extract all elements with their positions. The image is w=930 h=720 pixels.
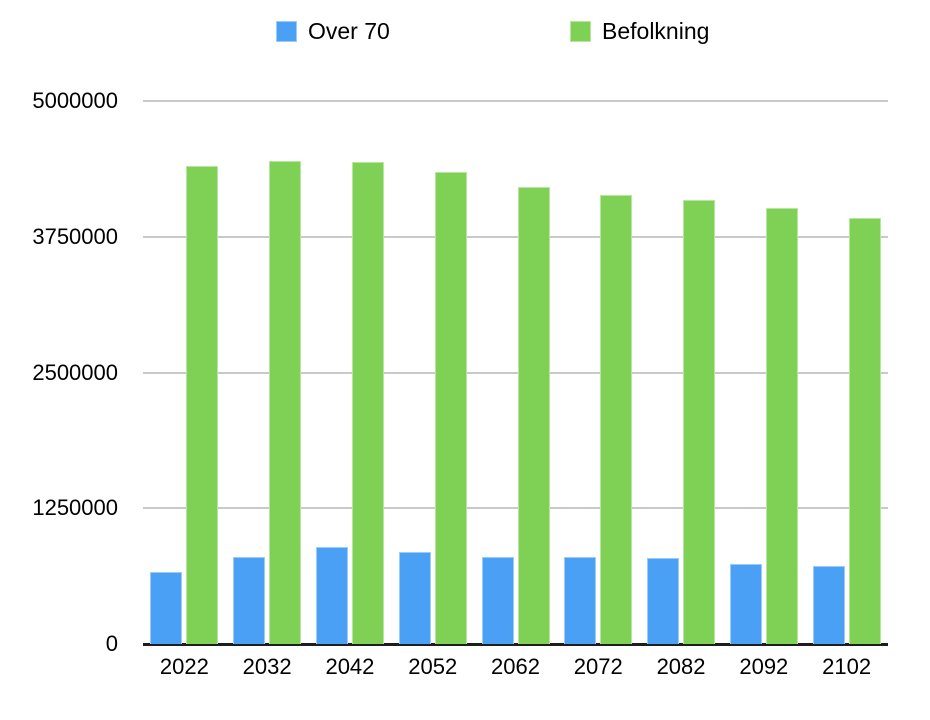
gridline-1250000 bbox=[143, 507, 888, 510]
bar-befolkning-2052[interactable] bbox=[434, 171, 467, 644]
y-axis-tick-label: 5000000 bbox=[32, 88, 118, 113]
gridline-3750000 bbox=[143, 235, 888, 238]
bar-befolkning-2102[interactable] bbox=[848, 218, 881, 644]
x-axis-tick-label-2042: 2042 bbox=[325, 654, 375, 679]
bar-over-70-2062[interactable] bbox=[481, 557, 514, 644]
bar-over-70-2022[interactable] bbox=[150, 571, 183, 644]
bar-over-70-2072[interactable] bbox=[564, 556, 597, 644]
bar-befolkning-2082[interactable] bbox=[683, 200, 716, 644]
bar-over-70-2082[interactable] bbox=[647, 557, 680, 644]
x-axis-tick-label-2102: 2102 bbox=[822, 654, 872, 679]
bar-over-70-2092[interactable] bbox=[729, 564, 762, 644]
bar-befolkning-2062[interactable] bbox=[517, 186, 550, 644]
y-axis-tick-label: 3750000 bbox=[32, 223, 118, 249]
legend-swatch-befolkning-icon bbox=[570, 20, 591, 42]
bar-befolkning-2042[interactable] bbox=[351, 161, 384, 644]
gridline-5000000 bbox=[143, 100, 888, 102]
bar-over-70-2052[interactable] bbox=[398, 551, 431, 644]
x-axis-tick-label-2082: 2082 bbox=[656, 654, 706, 679]
legend-label-over-70: Over 70 bbox=[308, 18, 390, 44]
x-axis-tick-label-2092: 2092 bbox=[739, 654, 789, 679]
legend-item-befolkning[interactable]: Befolkning bbox=[570, 18, 709, 44]
legend-swatch-over-70-icon bbox=[276, 20, 297, 42]
y-axis-tick-label: 2500000 bbox=[32, 359, 118, 385]
x-axis-tick-label-2072: 2072 bbox=[573, 654, 623, 679]
x-axis-tick-label-2052: 2052 bbox=[408, 654, 458, 679]
y-axis-tick-label: 1250000 bbox=[32, 495, 118, 521]
x-axis-tick-label-2032: 2032 bbox=[242, 654, 292, 679]
gridline-2500000 bbox=[143, 371, 888, 374]
bar-over-70-2042[interactable] bbox=[315, 546, 348, 644]
y-axis-tick-label: 0 bbox=[105, 631, 118, 656]
bar-befolkning-2072[interactable] bbox=[600, 195, 633, 644]
bar-over-70-2102[interactable] bbox=[812, 565, 845, 644]
legend-item-over-70[interactable]: Over 70 bbox=[276, 18, 390, 44]
bar-over-70-2032[interactable] bbox=[233, 557, 266, 644]
legend-label-befolkning: Befolkning bbox=[602, 18, 710, 44]
bar-befolkning-2032[interactable] bbox=[269, 161, 302, 644]
x-axis-tick-label-2022: 2022 bbox=[159, 654, 209, 679]
bar-befolkning-2092[interactable] bbox=[765, 207, 798, 644]
x-axis-tick-label-2062: 2062 bbox=[491, 654, 540, 679]
x-axis-line bbox=[143, 642, 888, 646]
bar-befolkning-2022[interactable] bbox=[186, 166, 219, 644]
